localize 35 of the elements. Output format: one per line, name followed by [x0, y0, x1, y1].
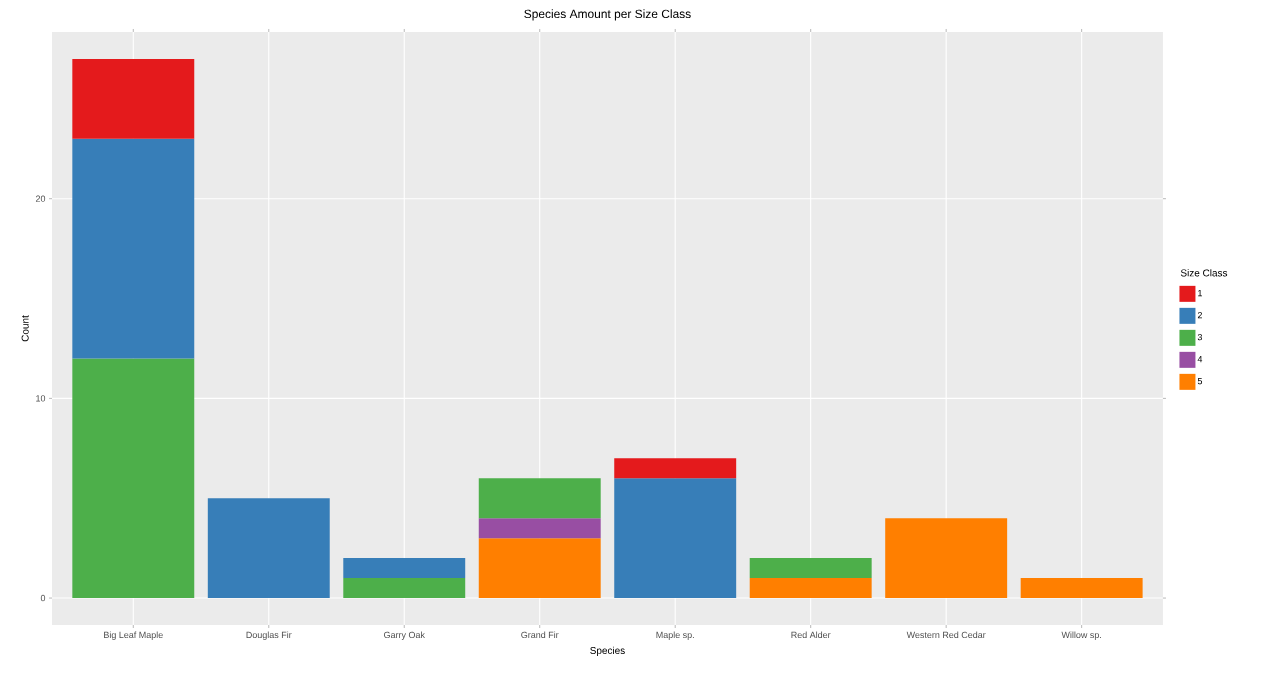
- bar: [478, 478, 601, 519]
- bar: [478, 518, 601, 539]
- bar: [207, 498, 330, 599]
- y-tick-label: 10: [36, 395, 46, 402]
- legend-title: Size Class: [1180, 269, 1228, 277]
- bar: [614, 458, 737, 479]
- bar: [478, 538, 601, 599]
- bar: [72, 138, 195, 359]
- y-tick-label: 0: [40, 594, 46, 602]
- bar: [72, 358, 195, 599]
- legend-label: 4: [1197, 356, 1203, 363]
- x-axis-title: Species: [590, 646, 625, 656]
- y-axis-title: Count: [21, 315, 29, 342]
- bar: [1020, 578, 1143, 599]
- bar: [343, 578, 466, 599]
- x-tick-label: Willow sp.: [1061, 631, 1101, 640]
- legend-label: 2: [1197, 311, 1202, 319]
- legend-label: 1: [1198, 290, 1202, 297]
- x-tick-label: Grand Fir: [521, 631, 559, 639]
- x-tick-label: Douglas Fir: [246, 631, 292, 640]
- x-tick-label: Red Alder: [791, 631, 831, 639]
- chart-title: Species Amount per Size Class: [524, 9, 691, 21]
- bar: [749, 558, 872, 579]
- bar: [749, 578, 872, 599]
- x-tick-label: Western Red Cedar: [906, 631, 986, 639]
- y-tick-label: 20: [35, 195, 46, 202]
- bar: [72, 58, 195, 139]
- bar: [885, 518, 1008, 599]
- legend-label: 3: [1197, 333, 1203, 341]
- bar: [343, 558, 466, 579]
- bar: [614, 478, 737, 599]
- x-tick-label: Big Leaf Maple: [104, 631, 163, 640]
- legend-label: 5: [1197, 378, 1203, 385]
- x-tick-label: Maple sp.: [656, 631, 694, 640]
- x-tick-label: Garry Oak: [384, 631, 425, 640]
